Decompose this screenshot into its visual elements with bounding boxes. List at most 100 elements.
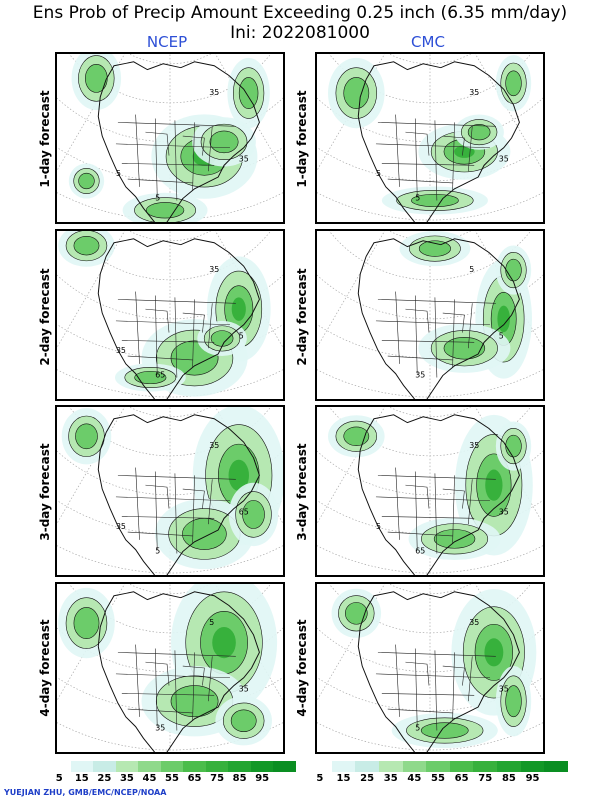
column-header-ncep: NCEP [146,33,188,51]
contour-label: 35 [116,522,126,531]
credit-text: YUEJIAN ZHU, GMB/EMC/NCEP/NOAA [4,788,167,797]
contour-label: 35 [499,684,509,693]
colorbar-segment [48,761,72,772]
contour-label: 35 [499,507,509,516]
colorbar-segment [160,761,184,772]
row-label-4-day: 4-day forecast [38,619,52,717]
contour-label: 35 [469,618,479,627]
colorbar-segment [70,761,94,772]
map-svg: 5 35 5 [317,231,543,399]
colorbar-segment [205,761,229,772]
contour-label: 5 [155,547,160,556]
colorbar-tick-label: 15 [336,773,351,784]
colorbar-ncep [48,761,297,772]
colorbar-segment [115,761,139,772]
contour-label: 5 [415,194,420,203]
contour-label: 35 [155,724,165,733]
map-panel-cmc-2day: 5 35 5 [315,229,545,401]
contour-label: 5 [499,331,504,340]
contour-label: 5 [415,724,420,733]
colorbar-tick-label: 85 [232,773,247,784]
figure-subtitle: Ini: 2022081000 [230,23,370,43]
map-svg: 35 5 65 35 [57,407,283,575]
colorbar-segment [273,761,297,772]
colorbar-cmc [308,761,569,772]
probability-field [68,54,270,222]
contour-label: 35 [469,88,479,97]
colorbar-tick-label: 35 [383,773,398,784]
contour-label: 35 [116,346,126,355]
contour-label: 35 [209,441,219,450]
colorbar-tick-label: 65 [454,773,469,784]
colorbar-segment [138,761,162,772]
colorbar-segment [378,761,404,772]
borders [115,114,236,201]
probability-field [58,584,278,746]
row-label-1-day-cmc: 1-day forecast [295,90,309,188]
probability-field [399,231,532,379]
map-panel-cmc-4day: 35 5 35 [315,582,545,754]
colorbar-segment [308,761,333,772]
borders [115,291,236,378]
colorbar-segment [544,761,569,772]
contour-label: 5 [376,522,381,531]
colorbar-tick-label: 95 [255,773,270,784]
colorbar-segment [449,761,474,772]
map-panel-cmc-3day: 35 65 35 5 [315,405,545,577]
colorbar-segment [93,761,117,772]
row-label-4-day-cmc: 4-day forecast [295,619,309,717]
colorbar-tick-label: 35 [119,773,134,784]
colorbar-tick-label: 5 [55,773,63,784]
contour-label: 5 [116,169,121,178]
row-label-1-day: 1-day forecast [38,90,52,188]
map-panel-ncep-4day: 5 35 35 [55,582,285,754]
contour-label: 35 [239,154,249,163]
colorbar-segment [250,761,274,772]
coastline [357,61,520,222]
coastline [357,414,520,575]
contour-label: 5 [209,618,214,627]
colorbar-segment [228,761,252,772]
coastline [357,591,520,752]
colorbar-tick-label: 15 [74,773,89,784]
colorbar-tick-label: 55 [165,773,179,784]
probability-field [328,414,533,560]
colorbar-segment [402,761,427,772]
probability-field [58,231,271,397]
map-svg: 35 65 35 5 [317,407,543,575]
borders [375,467,496,554]
contour-label: 35 [415,371,425,380]
contour-label: 35 [239,684,249,693]
colorbar-tick-label: 25 [360,773,375,784]
colorbar-segment [426,761,451,772]
map-svg: 35 5 35 5 [317,54,543,222]
contour-label: 5 [155,194,160,203]
graticule [317,584,543,752]
map-panel-ncep-1day: 35 5 35 5 [55,52,285,224]
borders [115,644,236,731]
colorbar-segment [497,761,522,772]
colorbar-segment [520,761,545,772]
colorbar-tick-label: 45 [407,773,422,784]
coastline [97,238,260,399]
contour-label: 5 [376,169,381,178]
colorbar-tick-label: 45 [142,773,157,784]
probability-field [61,407,283,570]
contour-label: 35 [209,88,219,97]
colorbar-segment [183,761,207,772]
colorbar-segment [355,761,380,772]
map-svg: 35 65 5 35 [57,231,283,399]
row-label-3-day: 3-day forecast [38,443,52,541]
probability-field [328,55,532,215]
map-panel-ncep-2day: 35 65 5 35 [55,229,285,401]
colorbar-tick-label: 55 [431,773,445,784]
contour-label: 65 [239,507,249,516]
colorbar-tick-label: 25 [97,773,112,784]
colorbar-tick-label: 5 [316,773,324,784]
colorbar-tick-label: 85 [501,773,516,784]
map-svg: 5 35 35 [57,584,283,752]
column-header-cmc: CMC [411,33,445,51]
coastline [97,591,260,752]
coastline [357,238,520,399]
map-svg: 35 5 35 [317,584,543,752]
